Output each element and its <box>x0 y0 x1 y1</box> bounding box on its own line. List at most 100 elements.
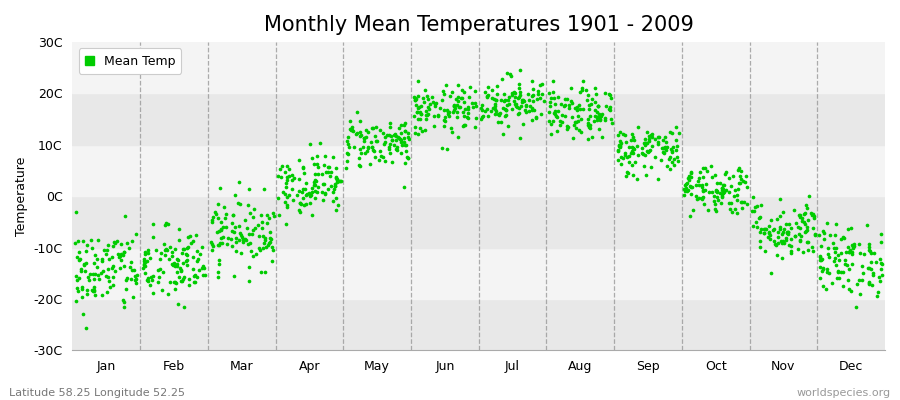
Point <box>710 188 724 194</box>
Point <box>354 132 368 138</box>
Point <box>446 107 461 114</box>
Point <box>456 89 471 96</box>
Point <box>526 97 540 104</box>
Point <box>610 147 625 154</box>
Point <box>791 230 806 237</box>
Point <box>745 223 760 230</box>
Point <box>695 182 709 188</box>
Point <box>635 150 650 156</box>
Point <box>610 157 625 164</box>
Point <box>318 191 332 197</box>
Point <box>247 214 261 220</box>
Point <box>91 237 105 244</box>
Point <box>784 243 798 249</box>
Point <box>570 107 584 113</box>
Point <box>574 129 589 136</box>
Point <box>474 116 489 122</box>
Point <box>122 264 137 270</box>
Point <box>138 259 152 265</box>
Point <box>688 182 703 189</box>
Point <box>285 186 300 192</box>
Point <box>324 183 338 189</box>
Point <box>400 154 414 160</box>
Point <box>340 151 355 158</box>
Point <box>258 244 273 250</box>
Point <box>457 122 472 128</box>
Point <box>388 131 402 137</box>
Point <box>321 164 336 171</box>
Point <box>590 114 605 120</box>
Y-axis label: Temperature: Temperature <box>15 156 28 236</box>
Point <box>508 94 523 100</box>
Point <box>740 184 754 190</box>
Point <box>159 247 174 254</box>
Point <box>730 196 744 203</box>
Point <box>180 234 194 240</box>
Point <box>219 224 233 230</box>
Point <box>489 97 503 104</box>
Point <box>439 106 454 113</box>
Point <box>757 226 771 232</box>
Point <box>603 92 617 98</box>
Point <box>690 178 705 185</box>
Point <box>408 97 422 103</box>
Point <box>520 91 535 98</box>
Point <box>855 263 869 269</box>
Point <box>512 81 526 88</box>
Point <box>212 261 226 267</box>
Point <box>121 240 135 246</box>
Point <box>594 113 608 119</box>
Point <box>69 285 84 291</box>
Point <box>560 126 574 132</box>
Point <box>757 230 771 236</box>
Point <box>817 230 832 236</box>
Point <box>568 118 582 125</box>
Point <box>155 286 169 293</box>
Point <box>630 176 644 182</box>
Point <box>719 186 733 193</box>
Point <box>263 234 277 241</box>
Point <box>213 235 228 241</box>
Point <box>846 245 860 252</box>
Point <box>447 104 462 111</box>
Point <box>318 181 332 188</box>
Point <box>683 168 698 175</box>
Point <box>436 88 450 94</box>
Point <box>734 176 748 182</box>
Point <box>719 169 733 176</box>
Point <box>868 259 883 265</box>
Point <box>565 114 580 120</box>
Point <box>365 147 380 153</box>
Point <box>519 102 534 108</box>
Point <box>680 188 694 194</box>
Point <box>788 220 803 226</box>
Point <box>262 215 276 221</box>
Point <box>622 159 636 166</box>
Point <box>82 277 96 284</box>
Point <box>545 78 560 84</box>
Point <box>618 173 633 179</box>
Point <box>598 116 613 123</box>
Point <box>450 109 464 115</box>
Point <box>112 254 127 260</box>
Point <box>625 131 639 137</box>
Point <box>81 274 95 280</box>
Point <box>456 123 471 129</box>
Point <box>398 128 412 134</box>
Point <box>436 107 451 114</box>
Point <box>820 269 834 275</box>
Point <box>593 116 608 122</box>
Point <box>293 201 308 207</box>
Point <box>107 239 122 245</box>
Point <box>418 127 432 134</box>
Point <box>706 198 721 204</box>
Point <box>306 182 320 188</box>
Point <box>754 225 769 232</box>
Point <box>747 208 761 214</box>
Point <box>152 273 166 280</box>
Point <box>814 257 828 263</box>
Point <box>498 97 512 103</box>
Point <box>257 268 272 275</box>
Point <box>862 241 877 248</box>
Point <box>480 93 494 99</box>
